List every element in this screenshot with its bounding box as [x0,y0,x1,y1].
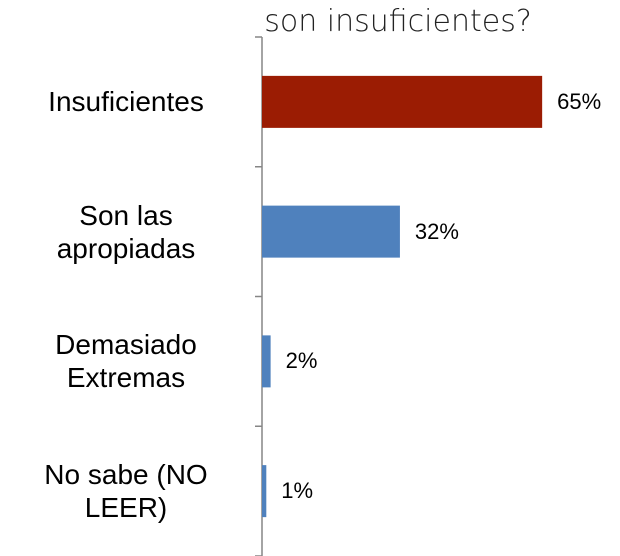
bar [262,75,543,128]
category-label: No sabe (NO LEER) [44,459,208,524]
value-label: 2% [285,348,318,374]
bar [262,335,271,388]
bar [262,205,400,258]
category-label: Son las apropiadas [56,199,196,264]
bar [262,465,267,518]
value-label: 32% [414,218,459,244]
value-label: 1% [281,478,314,504]
category-label: Insuficientes [48,86,204,118]
category-label: Demasiado Extremas [55,329,197,394]
value-label: 65% [557,88,602,114]
chart-title: son insuficientes? [264,4,532,39]
